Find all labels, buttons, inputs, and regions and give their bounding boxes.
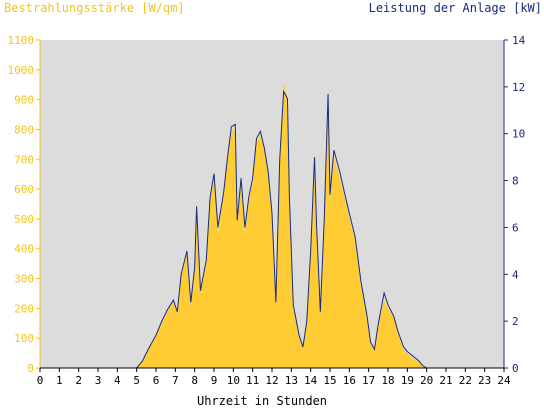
x-tick-label: 7 [172, 374, 179, 387]
x-tick-label: 11 [246, 374, 259, 387]
power-line [40, 89, 504, 369]
x-tick-label: 18 [381, 374, 394, 387]
x-tick-label: 10 [227, 374, 240, 387]
x-tick-label: 12 [265, 374, 278, 387]
x-tick-label: 15 [323, 374, 336, 387]
x-tick-label: 22 [459, 374, 472, 387]
x-tick-label: 0 [37, 374, 44, 387]
x-tick-label: 3 [95, 374, 102, 387]
right-tick-label: 6 [512, 221, 519, 234]
x-tick-label: 6 [153, 374, 160, 387]
x-tick-label: 14 [304, 374, 318, 387]
x-tick-label: 8 [191, 374, 198, 387]
right-axis-ticks: 0 2 4 6 8 10 12 14 [504, 34, 526, 375]
left-tick-label: 800 [14, 123, 34, 136]
x-tick-label: 17 [362, 374, 375, 387]
left-tick-label: 500 [14, 213, 34, 226]
x-tick-label: 13 [285, 374, 298, 387]
left-tick-label: 900 [14, 94, 34, 107]
left-tick-label: 600 [14, 183, 34, 196]
x-tick-label: 20 [420, 374, 433, 387]
right-tick-label: 14 [512, 34, 526, 47]
left-axis-ticks: 0 100 200 300 400 500 600 700 800 900 1000 1100 [8, 34, 40, 375]
x-tick-label: 19 [401, 374, 414, 387]
right-tick-label: 4 [512, 268, 519, 281]
x-axis-ticks: 0 1 2 3 4 5 6 7 8 9 10 11 12 13 14 15 16 17 18 19 20 21 22 23 24 [37, 368, 511, 387]
x-tick-label: 4 [114, 374, 121, 387]
left-tick-label: 400 [14, 243, 34, 256]
right-tick-label: 12 [512, 81, 525, 94]
right-tick-label: 8 [512, 175, 519, 188]
right-axis-title: Leistung der Anlage [kW] [368, 1, 542, 15]
x-tick-label: 5 [133, 374, 140, 387]
left-axis-title: Bestrahlungsstärke [W/qm] [4, 1, 185, 15]
x-axis-label: Uhrzeit in Stunden [196, 394, 328, 408]
x-tick-label: 1 [56, 374, 63, 387]
left-tick-label: 300 [14, 273, 34, 286]
right-tick-label: 2 [512, 315, 519, 328]
left-tick-label: 700 [14, 153, 34, 166]
x-tick-label: 2 [75, 374, 82, 387]
left-tick-label: 0 [27, 362, 34, 375]
x-tick-label: 21 [439, 374, 452, 387]
left-tick-label: 1100 [8, 34, 35, 47]
left-tick-label: 100 [14, 332, 34, 345]
right-tick-label: 10 [512, 128, 525, 141]
right-tick-label: 0 [512, 362, 519, 375]
x-tick-label: 23 [478, 374, 491, 387]
x-tick-label: 9 [211, 374, 218, 387]
x-tick-label: 16 [343, 374, 356, 387]
left-tick-label: 1000 [8, 64, 35, 77]
x-tick-label: 24 [497, 374, 511, 387]
left-tick-label: 200 [14, 302, 34, 315]
